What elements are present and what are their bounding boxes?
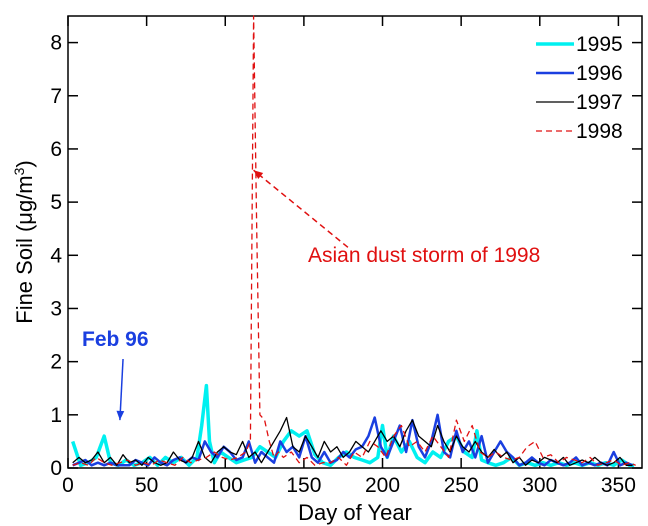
x-tick-label: 150: [286, 474, 321, 497]
plot-frame: [67, 15, 643, 469]
dust-storm-annotation: Asian dust storm of 1998: [308, 244, 540, 267]
y-tick-label: 6: [50, 138, 62, 161]
x-tick-label: 50: [135, 474, 158, 497]
y-axis-label-main: Fine Soil (μg/m: [12, 175, 37, 323]
feb-96-annotation: Feb 96: [82, 328, 149, 351]
y-tick-label: 3: [50, 297, 62, 320]
series-lines: [71, 15, 636, 468]
series-line-1997: [72, 416, 633, 466]
y-tick-label: 4: [50, 244, 62, 267]
series-line-1996: [72, 413, 634, 467]
x-tick-label: 0: [62, 474, 74, 497]
y-tick-label: 0: [50, 457, 62, 480]
y-tick-label: 1: [50, 404, 62, 427]
legend-label-1995: 1995: [576, 33, 623, 56]
y-tick-label: 5: [50, 191, 62, 214]
y-axis-label-superscript: 3: [11, 167, 27, 175]
legend-label-1998: 1998: [576, 120, 623, 143]
x-tick-label: 100: [208, 474, 243, 497]
y-axis-label-end: ): [12, 160, 37, 167]
y-axis-label: Fine Soil (μg/m3): [11, 160, 37, 324]
y-tick-label: 7: [50, 85, 62, 108]
dust-arrow-head: [253, 170, 264, 180]
dust-arrow-line: [253, 169, 349, 248]
y-tick-label: 8: [50, 32, 62, 55]
legend: 1995 1996 1997 1998: [536, 33, 623, 143]
x-tick-label: 250: [444, 474, 479, 497]
feb-arrow-line: [119, 358, 124, 421]
legend-label-1996: 1996: [576, 62, 623, 85]
legend-label-1997: 1997: [576, 91, 623, 114]
feb-arrow-head: [116, 410, 125, 421]
x-tick-label: 300: [522, 474, 557, 497]
axis-ticks: 0 50 100 150 200 250 300 350 0 1 2 3 4 5 6 7 8: [50, 16, 642, 497]
x-tick-label: 350: [601, 474, 636, 497]
x-axis-label: Day of Year: [298, 500, 412, 525]
series-line-1998: [72, 15, 636, 466]
x-tick-label: 200: [365, 474, 400, 497]
y-tick-label: 2: [50, 351, 62, 374]
annotations: Asian dust storm of 1998 Feb 96: [82, 169, 540, 421]
